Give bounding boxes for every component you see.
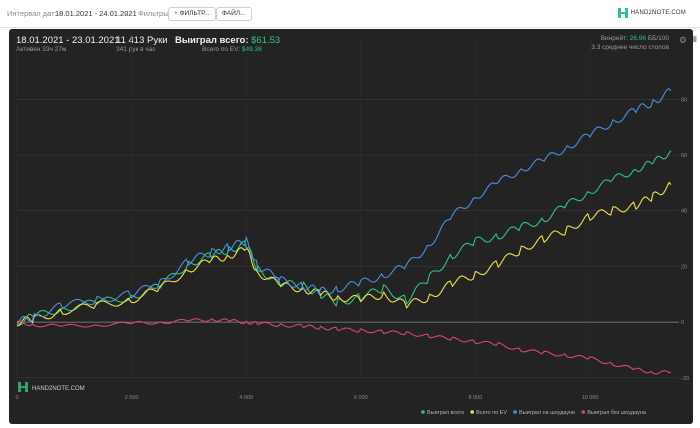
brand-name: HAND2NOTE.COM: [630, 10, 686, 16]
period-text: 18.01.2021 - 23.01.2021: [16, 35, 120, 46]
ev-total-value: $49.38: [241, 46, 262, 53]
ev-total: Всего по EV: $49.38: [202, 46, 262, 53]
profit-chart: 0 2 000 4 000 6 000 8 000 10 000 -20 0 20 40 60 80…: [15, 37, 689, 416]
series-line-0: [16, 150, 672, 326]
won-total: Выиграл всего: $61.53: [175, 35, 280, 46]
x-tick-label: 0: [15, 395, 18, 401]
grid-icon[interactable]: ▦: [689, 34, 697, 43]
watermark-text: HAND2NOTE.COM: [32, 386, 85, 392]
graph-panel: 18.01.2021 - 23.01.2021 Активен 33ч 27м …: [9, 29, 693, 424]
won-total-label: Выиграл всего:: [175, 35, 249, 46]
y-tick-label: 20: [681, 264, 687, 270]
legend-marker: [581, 410, 586, 414]
hands-count: 11 413 Руки: [116, 35, 168, 46]
chart-watermark: HAND2NOTE.COM: [18, 382, 85, 392]
chart-grid: [16, 37, 679, 389]
x-tick-label: 4 000: [239, 395, 253, 401]
ev-total-label: Всего по EV:: [202, 46, 241, 53]
date-interval-label: Интервал дат:: [7, 9, 57, 18]
y-tick-label: 40: [681, 209, 687, 215]
settings-gear-icon[interactable]: ⚙: [678, 35, 687, 45]
legend-label: Всего по EV: [476, 410, 507, 416]
legend-label: Выиграл всего: [427, 410, 464, 416]
active-time-text: Активен 33ч 27м: [16, 46, 67, 53]
x-tick-label: 10 000: [582, 395, 599, 401]
winrate-unit: ББ/100: [647, 35, 669, 42]
y-tick-label: -20: [681, 376, 689, 382]
series-line-2: [16, 88, 672, 326]
x-axis-ticks: 0 2 000 4 000 6 000 8 000 10 000: [15, 395, 598, 401]
series-line-1: [16, 181, 672, 327]
file-button[interactable]: ФАЙЛ...: [216, 7, 252, 21]
legend-label: Выиграл без шоудауна: [587, 410, 647, 416]
brand-logo: HAND2NOTE.COM: [617, 8, 686, 18]
won-total-value: $61.53: [251, 35, 281, 46]
hands-per-hour: 341 рук в час: [116, 46, 156, 53]
series-line-3: [16, 318, 672, 375]
top-toolbar: Интервал дат: 18.01.2021 - 24.01.2021 ⌄ …: [0, 0, 700, 28]
legend-label: Выиграл на шоудауне: [519, 410, 575, 416]
chevron-down-icon[interactable]: ⌄: [123, 10, 129, 17]
filter-button-label: ФИЛЬТР...: [179, 10, 210, 17]
y-tick-label: 80: [681, 97, 687, 103]
x-tick-label: 8 000: [469, 395, 483, 401]
x-tick-label: 2 000: [125, 395, 139, 401]
filters-label: Фильтры:: [138, 9, 171, 18]
hand2note-logo-icon: [617, 8, 628, 18]
chart-legend: Выиграл всего Всего по EV Выиграл на шоуда…: [421, 410, 647, 416]
legend-marker: [470, 410, 474, 414]
filter-button[interactable]: + ФИЛЬТР...: [168, 7, 216, 21]
y-tick-label: 60: [681, 153, 687, 159]
plus-icon: +: [174, 10, 180, 17]
winrate: Винрейт: 26.96 ББ/100: [601, 35, 669, 42]
legend-marker: [421, 410, 425, 414]
winrate-label: Винрейт:: [600, 35, 628, 42]
x-tick-label: 6 000: [354, 395, 368, 401]
date-interval-select[interactable]: 18.01.2021 - 24.01.2021: [55, 9, 137, 18]
avg-tables: 3.3 среднее число столов: [591, 44, 669, 51]
chart-lines: [16, 88, 672, 375]
y-tick-label: 0: [681, 320, 684, 326]
y-axis-ticks: -20 0 20 40 60 80: [681, 97, 689, 382]
winrate-value: 26.96: [629, 35, 646, 42]
legend-marker: [513, 410, 517, 414]
